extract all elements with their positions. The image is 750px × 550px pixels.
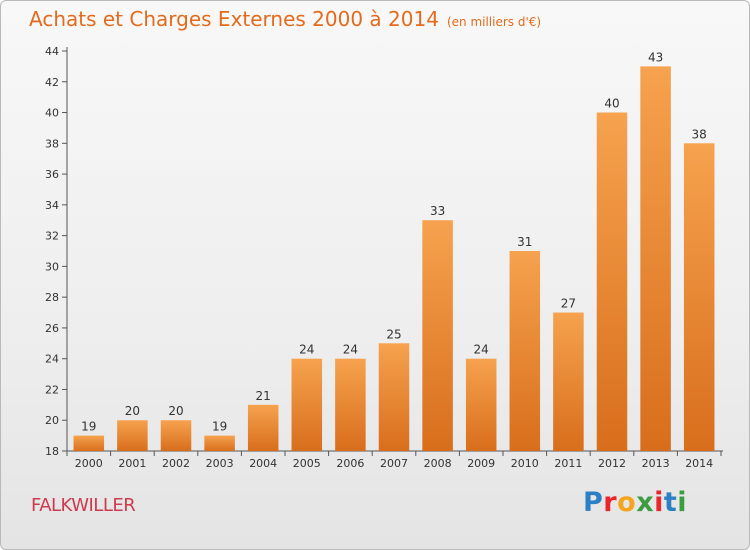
bar-2007	[378, 343, 410, 451]
bar-2005	[291, 358, 323, 451]
y-tick-label: 44	[45, 45, 59, 58]
data-label: 40	[604, 97, 619, 111]
bar-2011	[553, 312, 584, 451]
x-tick-label: 2008	[424, 457, 452, 470]
y-tick-label: 36	[45, 168, 59, 181]
x-tick-label: 2002	[162, 457, 190, 470]
data-label: 31	[517, 235, 532, 249]
chart-data-labels: 19 20 20 19 21 24 24 25 33 24 31 27 40 43 38	[81, 50, 707, 433]
x-tick-label: 2000	[75, 457, 103, 470]
data-label: 38	[692, 127, 707, 141]
bar-2008	[422, 220, 453, 451]
data-label: 24	[343, 343, 358, 357]
x-tick-label: 2004	[249, 457, 277, 470]
bar-2000	[73, 435, 105, 451]
chart-axes: 18 20 22 24 26 28 30 32 34 36 38 40 42 44 2000 2001 2002…	[45, 45, 723, 470]
y-tick-label: 18	[45, 445, 59, 458]
x-tick-label: 2012	[598, 457, 626, 470]
data-label: 27	[561, 297, 576, 311]
x-tick-label: 2003	[206, 457, 234, 470]
data-label: 21	[256, 389, 271, 403]
y-tick-label: 34	[45, 199, 59, 212]
chart-bars	[73, 66, 715, 452]
data-label: 24	[299, 343, 314, 357]
x-tick-label: 2006	[336, 457, 364, 470]
y-tick-label: 32	[45, 230, 59, 243]
bar-2009	[465, 358, 497, 451]
data-label: 20	[168, 404, 183, 418]
bar-2014	[683, 143, 715, 452]
y-tick-label: 42	[45, 76, 59, 89]
bar-2012	[596, 112, 628, 452]
bar-2002	[160, 420, 192, 451]
x-tick-label: 2010	[511, 457, 539, 470]
y-tick-label: 20	[45, 414, 59, 427]
bar-2010	[509, 251, 541, 451]
proxiti-logo[interactable]: Proxiti	[583, 487, 688, 518]
data-label: 43	[648, 50, 663, 64]
chart-subtitle: (en milliers d'€)	[446, 15, 542, 29]
bar-2006	[335, 358, 366, 451]
x-tick-label: 2011	[554, 457, 582, 470]
bar-2003	[204, 435, 235, 451]
x-tick-label: 2007	[380, 457, 408, 470]
y-tick-label: 40	[45, 107, 59, 120]
x-tick-label: 2005	[293, 457, 321, 470]
y-tick-label: 22	[45, 383, 59, 396]
bar-2013	[640, 66, 671, 451]
data-label: 19	[212, 420, 227, 434]
bar-2004	[247, 404, 279, 451]
x-tick-label: 2013	[642, 457, 670, 470]
location-name: FALKWILLER	[31, 495, 136, 516]
x-tick-label: 2001	[118, 457, 146, 470]
x-tick-label: 2014	[685, 457, 713, 470]
chart-title: Achats et Charges Externes 2000 à 2014 (e…	[29, 7, 541, 31]
y-tick-label: 28	[45, 291, 59, 304]
x-tick-label: 2009	[467, 457, 495, 470]
data-label: 19	[81, 420, 96, 434]
chart-title-text: Achats et Charges Externes 2000 à 2014	[29, 7, 439, 31]
data-label: 25	[386, 327, 401, 341]
y-tick-label: 38	[45, 137, 59, 150]
y-tick-label: 26	[45, 322, 59, 335]
bar-2001	[117, 420, 148, 451]
data-label: 24	[474, 343, 489, 357]
y-tick-label: 30	[45, 260, 59, 273]
data-label: 33	[430, 204, 445, 218]
data-label: 20	[125, 404, 140, 418]
y-tick-label: 24	[45, 353, 59, 366]
